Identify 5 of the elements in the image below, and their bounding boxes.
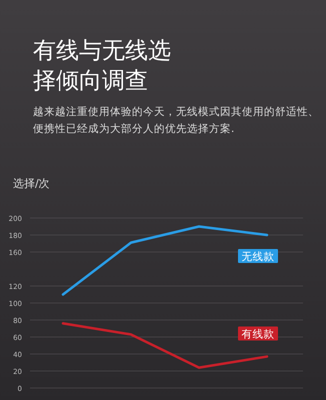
subtitle: 越来越注重使用体验的今天，无线模式因其使用的舒适性、便携性已经成为大部分人的优先选择方案. [33, 105, 320, 137]
series-label: 无线款 [242, 250, 274, 263]
ylabel: 选择/次 [13, 176, 50, 191]
title: 有线与无线选择倾向调查 [33, 37, 172, 96]
series-label: 有线款 [242, 328, 274, 341]
